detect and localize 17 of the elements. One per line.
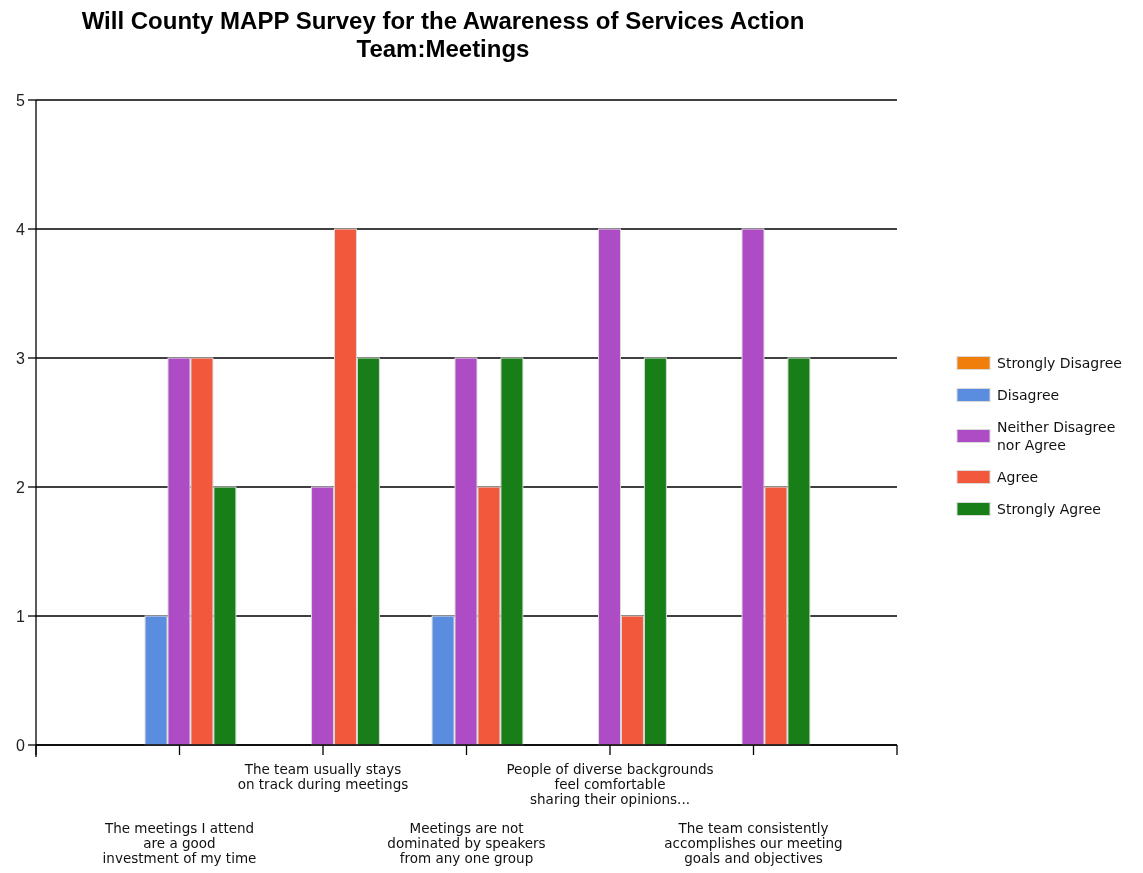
x-tick-label: Meetings are not dominated by speakers from any one group <box>387 820 546 866</box>
y-tick-label: 2 <box>16 478 26 496</box>
y-tick-label: 1 <box>16 607 26 625</box>
legend-label: Strongly Disagree <box>997 354 1122 371</box>
y-tick-label: 4 <box>16 220 26 238</box>
x-tick-label: People of diverse backgrounds feel comfortable sharing their opinions... <box>506 761 714 807</box>
legend-label: Agree <box>997 468 1039 485</box>
chart-title: Will County MAPP Survey for the Awareness of Services Action Team:Meetings <box>81 7 805 62</box>
y-tick-label: 5 <box>16 91 26 109</box>
x-tick-label: The team consistently accomplishes our meeting goals and objectives <box>664 820 843 866</box>
legend-label: Strongly Agree <box>997 500 1101 517</box>
x-tick-label: The team usually stays on track during meetings <box>237 761 409 792</box>
y-tick-label: 0 <box>16 736 26 754</box>
legend-label: Disagree <box>997 386 1060 403</box>
legend-label: Neither Disagree nor Agree <box>997 418 1116 453</box>
x-tick-label: The meetings I attend are a good investment of my time <box>102 820 257 866</box>
y-tick-label: 3 <box>16 349 26 367</box>
